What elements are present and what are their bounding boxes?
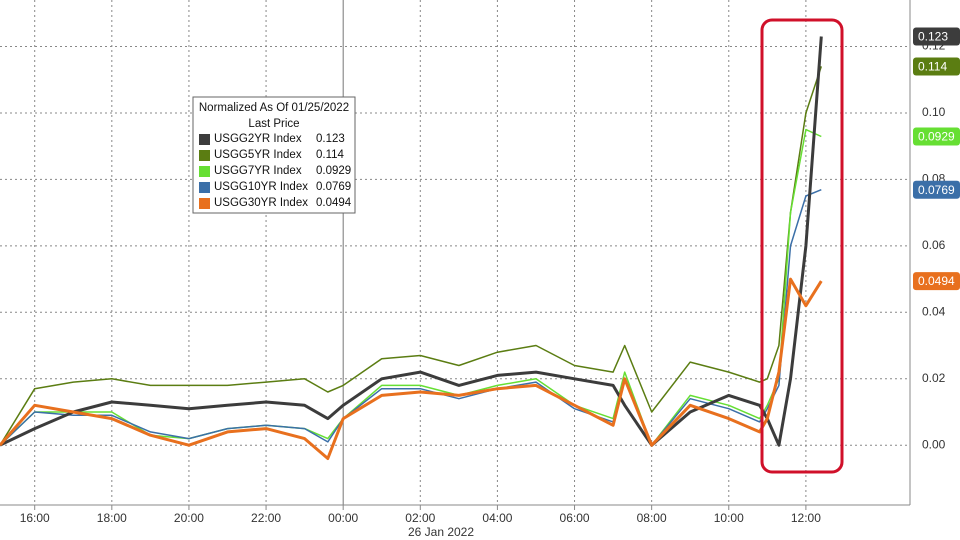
legend-swatch xyxy=(199,150,210,161)
legend-swatch xyxy=(199,198,210,209)
y-tick-label: 0.00 xyxy=(922,437,946,451)
y-tick-label: 0.06 xyxy=(922,238,946,252)
x-tick-label: 18:00 xyxy=(97,511,127,525)
x-tick-label: 02:00 xyxy=(405,511,435,525)
last-price-tag xyxy=(913,57,960,76)
x-tick-label: 08:00 xyxy=(637,511,667,525)
y-tick-label: 0.04 xyxy=(922,304,946,318)
last-price-label: 0.0929 xyxy=(918,130,955,144)
highlight-box xyxy=(760,18,844,474)
legend-subtitle: Last Price xyxy=(248,118,299,130)
legend-value: 0.123 xyxy=(316,133,345,145)
legend: Normalized As Of 01/25/2022 Last Price U… xyxy=(192,96,356,214)
legend-label: USGG5YR Index xyxy=(214,149,302,161)
x-tick-label: 00:00 xyxy=(328,511,358,525)
legend-value: 0.0929 xyxy=(316,165,351,177)
last-price-label: 0.123 xyxy=(918,30,948,44)
x-tick-label: 04:00 xyxy=(482,511,512,525)
y-tick-label: 0.02 xyxy=(922,371,946,385)
last-price-label: 0.0769 xyxy=(918,183,955,197)
y-tick-label: 0.10 xyxy=(922,105,946,119)
last-price-tag xyxy=(913,272,960,291)
legend-value: 0.114 xyxy=(316,149,345,161)
legend-label: USGG7YR Index xyxy=(214,165,302,177)
legend-swatch xyxy=(199,182,210,193)
last-price-label: 0.0494 xyxy=(918,274,955,288)
legend-value: 0.0494 xyxy=(316,197,352,209)
last-price-label: 0.114 xyxy=(918,60,947,74)
date-annotation: 26 Jan 2022 xyxy=(408,525,474,539)
legend-label: USGG30YR Index xyxy=(214,197,308,209)
x-tick-label: 22:00 xyxy=(251,511,281,525)
x-tick-label: 06:00 xyxy=(560,511,590,525)
last-price-tag xyxy=(913,27,960,46)
legend-label: USGG10YR Index xyxy=(214,181,308,193)
grid xyxy=(0,0,910,505)
legend-box xyxy=(192,96,356,214)
legend-swatch xyxy=(199,166,210,177)
x-tick-label: 16:00 xyxy=(20,511,50,525)
legend-swatch xyxy=(199,134,210,145)
last-price-tag xyxy=(913,180,960,199)
x-tick-label: 20:00 xyxy=(174,511,204,525)
legend-value: 0.0769 xyxy=(316,181,351,193)
x-tick-label: 12:00 xyxy=(791,511,821,525)
last-price-tag xyxy=(913,127,960,146)
legend-title: Normalized As Of 01/25/2022 xyxy=(199,102,349,114)
x-tick-label: 10:00 xyxy=(714,511,744,525)
legend-label: USGG2YR Index xyxy=(214,133,302,145)
